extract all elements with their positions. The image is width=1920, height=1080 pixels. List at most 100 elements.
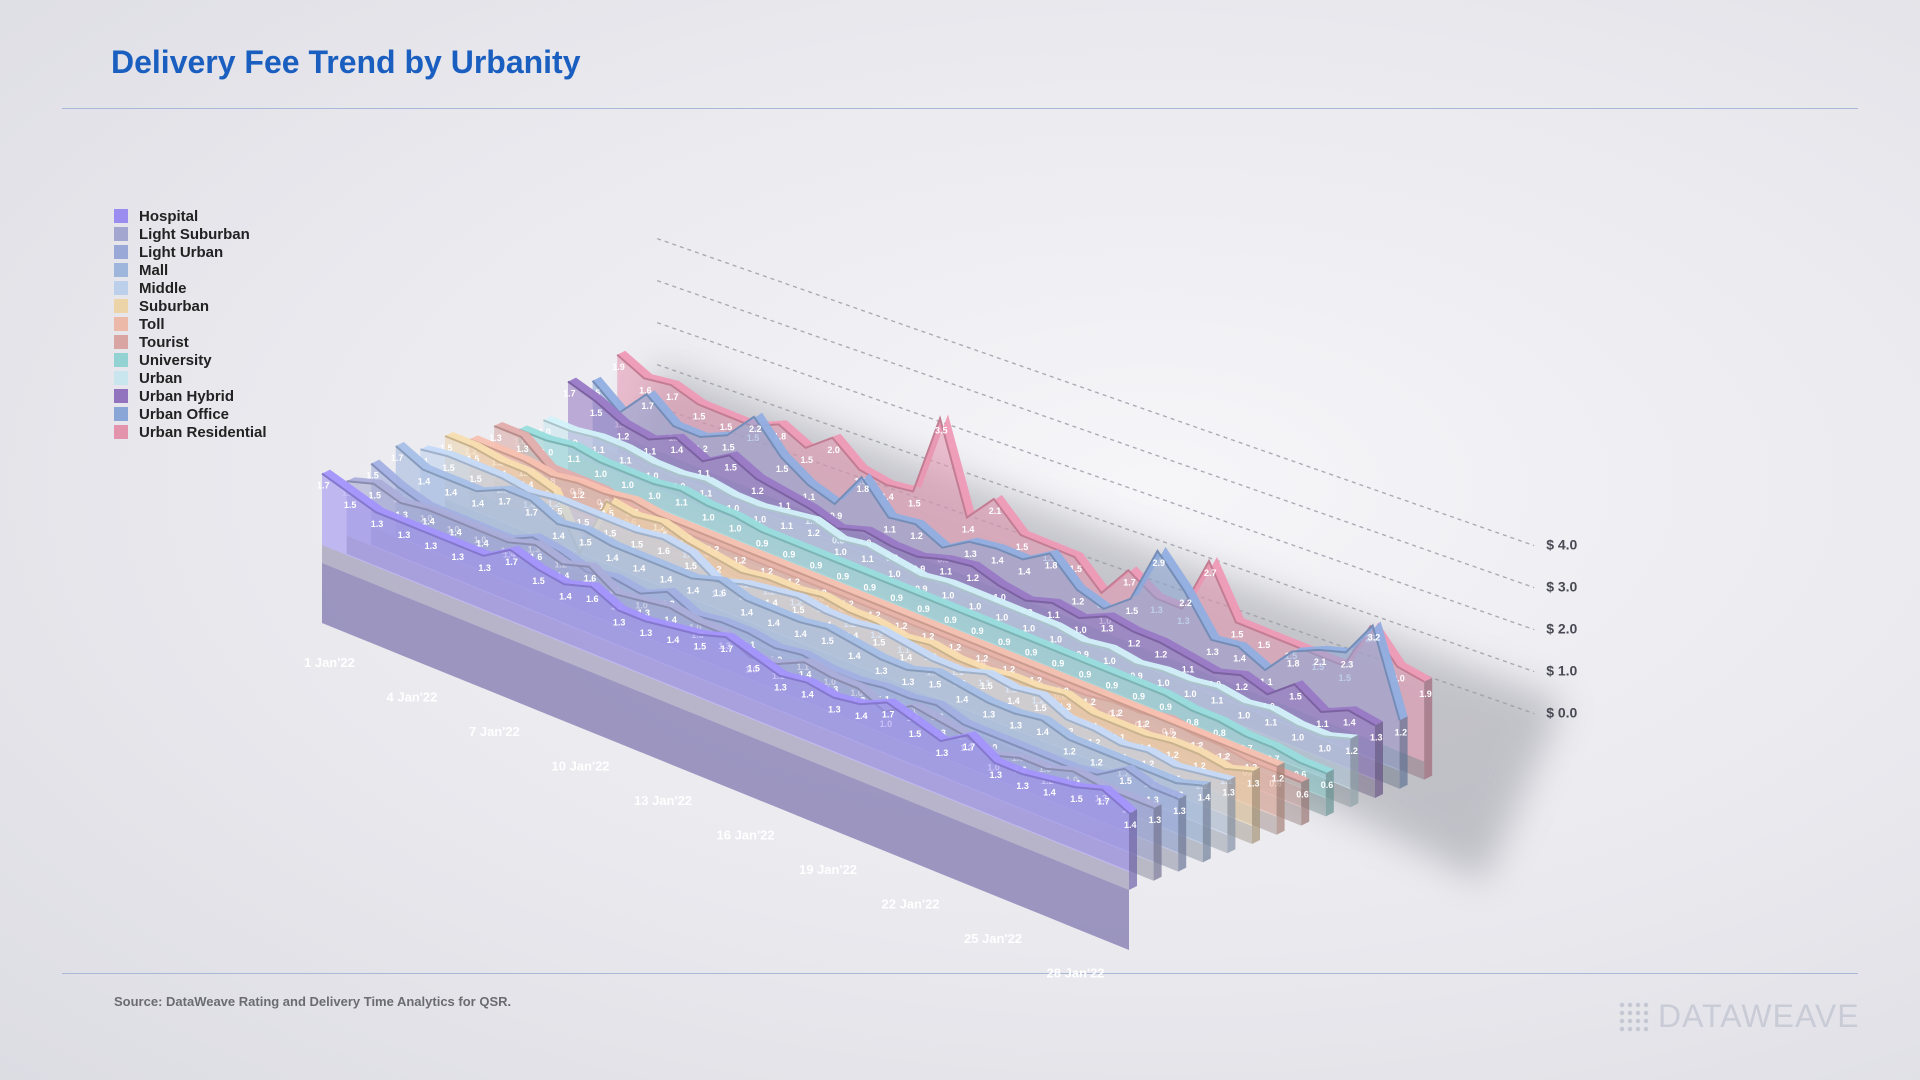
data-label: 1.4 — [445, 487, 458, 497]
data-label: 2.3 — [1341, 659, 1354, 669]
data-label: 0.9 — [1076, 649, 1089, 659]
data-label: 1.4 — [881, 492, 894, 502]
data-label: 1.7 — [963, 742, 976, 752]
data-label: 1.4 — [476, 539, 489, 549]
data-label: 2.1 — [989, 506, 1002, 516]
data-label: 0.8 — [1213, 728, 1226, 738]
legend-swatch — [114, 245, 128, 259]
y-tick-label: $ 1.0 — [1546, 663, 1577, 679]
data-label: 1.3 — [516, 444, 529, 454]
gridline — [656, 237, 1535, 547]
legend-label: Urban Hybrid — [139, 387, 235, 405]
data-label: 1.5 — [1258, 640, 1271, 650]
data-label: 1.4 — [671, 445, 684, 455]
legend-item: Hospital — [114, 207, 267, 225]
data-label: 1.2 — [976, 654, 989, 664]
data-label: 1.3 — [990, 770, 1003, 780]
series-end-cap — [1178, 795, 1187, 872]
data-label: 1.4 — [1036, 727, 1049, 737]
data-label: 2.0 — [1392, 674, 1405, 684]
legend-swatch — [114, 209, 128, 223]
data-label: 1.0 — [1050, 634, 1063, 644]
data-label: 1.5 — [747, 663, 760, 673]
data-label: 1.0 — [1319, 743, 1332, 753]
data-label: 1.5 — [684, 561, 697, 571]
data-label: 0.9 — [783, 550, 796, 560]
data-label: 0.8 — [1186, 717, 1199, 727]
data-label: 1.2 — [1166, 750, 1179, 760]
data-label: 1.3 — [613, 617, 626, 627]
series-line — [591, 380, 1401, 721]
data-label: 1.5 — [577, 518, 590, 528]
data-label: 1.5 — [801, 455, 814, 465]
data-label: 1.1 — [803, 492, 816, 502]
data-label: 1.4 — [552, 531, 565, 541]
data-label: 1.0 — [1023, 623, 1036, 633]
data-label: 1.6 — [658, 546, 671, 556]
data-label: 1.4 — [1198, 793, 1211, 803]
gridline — [656, 279, 1535, 589]
legend-item: Urban Office — [114, 405, 267, 423]
data-label: 0.9 — [917, 604, 930, 614]
data-label: 0.9 — [890, 593, 903, 603]
data-label: 1.8 — [1045, 561, 1058, 571]
data-label: 0.9 — [837, 571, 850, 581]
legend-item: Mall — [114, 261, 267, 279]
data-label: 1.3 — [478, 563, 491, 573]
data-label: 1.2 — [922, 632, 935, 642]
x-tick-label: 7 Jan'22 — [469, 724, 520, 739]
x-tick-label: 22 Jan'22 — [882, 897, 940, 912]
legend-item: Tourist — [114, 333, 267, 351]
data-label: 0.9 — [1079, 670, 1092, 680]
data-label: 1.1 — [778, 501, 791, 511]
data-label: 1.2 — [949, 643, 962, 653]
x-tick-label: 28 Jan'22 — [1047, 966, 1105, 981]
x-tick-label: 13 Jan'22 — [634, 793, 692, 808]
series-end-cap — [1153, 804, 1162, 881]
data-label: 1.1 — [781, 521, 794, 531]
data-label: 1.3 — [1146, 795, 1159, 805]
data-label: 1.2 — [787, 577, 800, 587]
data-label: 1.7 — [563, 389, 576, 399]
legend-label: Toll — [139, 315, 165, 333]
data-label: 0.6 — [1296, 789, 1309, 799]
data-label: 0.9 — [810, 561, 823, 571]
data-label: 1.2 — [967, 573, 980, 583]
data-label: 1.5 — [873, 638, 886, 648]
data-label: 1.0 — [1074, 625, 1087, 635]
data-label: 1.3 — [1370, 732, 1383, 742]
data-label: 2.1 — [1314, 657, 1327, 667]
data-label: 1.5 — [532, 576, 545, 586]
series-end-cap — [1301, 778, 1310, 826]
legend-swatch — [114, 299, 128, 313]
series-top-face — [592, 376, 1408, 721]
data-label: 1.0 — [1157, 678, 1170, 688]
data-label: 0.9 — [971, 626, 984, 636]
source-note: Source: DataWeave Rating and Delivery Ti… — [114, 994, 512, 1009]
data-label: 1.2 — [1345, 746, 1358, 756]
x-axis: 1 Jan'22 4 Jan'22 7 Jan'22 10 Jan'22 13 Jan'… — [304, 655, 1105, 981]
data-label: 1.5 — [590, 408, 603, 418]
legend-label: University — [139, 351, 212, 369]
data-label: 1.5 — [821, 636, 834, 646]
data-label: 1.5 — [929, 679, 942, 689]
series-top-face — [445, 432, 1260, 772]
series-line — [395, 445, 1203, 787]
data-label: 1.5 — [776, 464, 789, 474]
data-label: 1.3 — [875, 666, 888, 676]
data-label: 1.5 — [694, 642, 707, 652]
data-label: 1.5 — [550, 507, 563, 517]
legend-label: Suburban — [139, 297, 209, 315]
data-label: 1.5 — [908, 499, 921, 509]
data-label: 1.3 — [395, 510, 408, 520]
data-label: 1.0 — [1103, 656, 1116, 666]
data-label: 1.1 — [940, 566, 953, 576]
data-label: 1.6 — [530, 552, 543, 562]
data-label: 3.2 — [1368, 633, 1381, 643]
y-tick-label: $ 4.0 — [1546, 537, 1577, 553]
data-label: 1.4 — [1018, 566, 1031, 576]
data-label: 1.1 — [1182, 665, 1195, 675]
data-label: 0.9 — [915, 584, 928, 594]
data-label: 2.7 — [1204, 568, 1217, 578]
data-label: 1.1 — [700, 488, 713, 498]
